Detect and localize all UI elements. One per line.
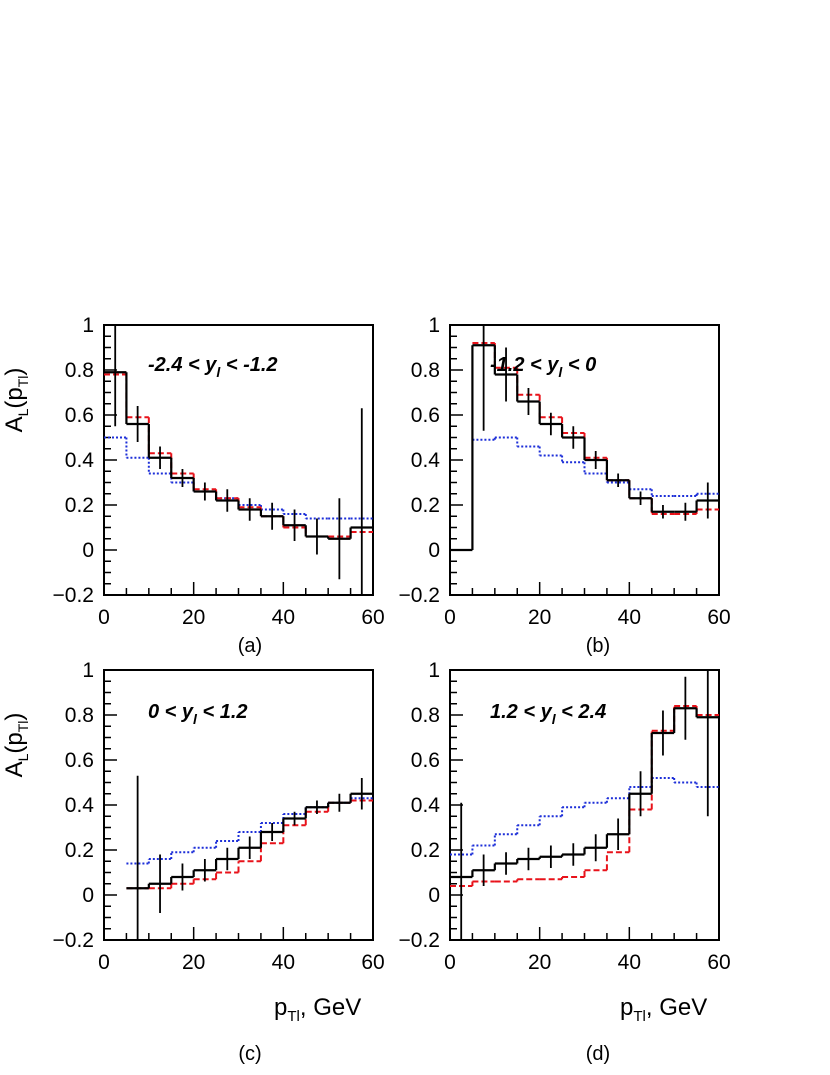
x-tick-label: 60 [361, 606, 384, 629]
x-tick-label: 0 [98, 606, 110, 629]
range-lo: 1.2 < y [490, 701, 553, 723]
x-tick-label: 40 [272, 951, 295, 974]
rapidity-range-label: -1.2 < yl < 0 [490, 354, 596, 380]
panel-1: −0.200.20.40.60.810 20 40 60-2.4 < yl < -1.… [1, 314, 385, 657]
panel-4: −0.200.20.40.60.810 20 40 601.2 < yl < 2.4p… [399, 659, 731, 1065]
y-tick-label: 1 [428, 659, 440, 682]
x-tick-label: 0 [444, 606, 456, 629]
x-tick-label: 60 [361, 951, 384, 974]
panel-2: −0.200.20.40.60.810 20 40 60-1.2 < yl < 0(b… [399, 314, 731, 657]
xlabel-main: p [620, 994, 633, 1021]
rapidity-range-label: -2.4 < yl < -1.2 [148, 354, 278, 380]
range-lo: -2.4 < y [148, 354, 217, 376]
x-tick-label: 40 [618, 951, 641, 974]
y-tick-label: 0.8 [411, 359, 440, 382]
rapidity-range-label: 1.2 < yl < 2.4 [490, 701, 606, 727]
ylabel-main: A [1, 416, 28, 432]
y-tick-label: −0.2 [53, 929, 94, 952]
y-tick-label: 0 [82, 539, 94, 562]
y-tick-label: 1 [428, 314, 440, 337]
range-lo: 0 < y [148, 701, 194, 723]
panel-tag: (c) [238, 1043, 261, 1065]
ylabel-sub2: Tl [15, 721, 31, 733]
y-tick-label: 0.4 [411, 794, 441, 817]
y-tick-label: 0 [82, 884, 94, 907]
y-tick-label: 0.2 [65, 839, 94, 862]
y-tick-label: 0 [428, 539, 440, 562]
ylabel-sub2: Tl [15, 376, 31, 388]
panel-tag: (d) [586, 1043, 610, 1065]
y-tick-label: −0.2 [399, 929, 440, 952]
x-tick-label: 0 [98, 951, 110, 974]
y-tick-label: 0.6 [411, 404, 440, 427]
ylabel-main: A [1, 761, 28, 777]
y-tick-label: 0.2 [411, 839, 440, 862]
ylabel-open: (p [1, 387, 28, 408]
ylabel-open: (p [1, 732, 28, 753]
panel-tag: (b) [586, 635, 610, 657]
xlabel-main: p [274, 994, 287, 1021]
x-axis-label: pTl, GeV [274, 994, 361, 1025]
x-tick-label: 20 [182, 606, 205, 629]
x-tick-label: 60 [707, 606, 730, 629]
xlabel-rest: , GeV [646, 994, 707, 1021]
y-tick-label: 0.6 [411, 749, 440, 772]
y-tick-label: 0 [428, 884, 440, 907]
range-hi: < 0 [562, 354, 596, 376]
range-hi: < -1.2 [220, 354, 277, 376]
y-tick-label: 0.2 [411, 494, 440, 517]
x-tick-label: 20 [528, 951, 551, 974]
xlabel-sub: Tl [287, 1008, 300, 1025]
y-tick-label: 0.8 [65, 359, 94, 382]
y-tick-label: 0.2 [65, 494, 94, 517]
y-tick-label: 1 [82, 314, 94, 337]
range-hi: < 2.4 [556, 701, 607, 723]
range-hi: < 1.2 [197, 701, 248, 723]
x-tick-label: 40 [272, 606, 295, 629]
y-tick-label: 0.6 [65, 404, 94, 427]
y-axis-label: AL(pTl) [1, 368, 31, 433]
y-tick-label: 0.4 [65, 449, 95, 472]
x-tick-label: 20 [182, 951, 205, 974]
x-tick-label: 60 [707, 951, 730, 974]
y-tick-label: 0.8 [411, 704, 440, 727]
x-axis-label: pTl, GeV [620, 994, 707, 1025]
y-tick-label: 0.4 [411, 449, 441, 472]
xlabel-rest: , GeV [300, 994, 361, 1021]
ylabel-close: ) [1, 368, 28, 376]
ylabel-sub1: L [15, 753, 31, 761]
y-tick-label: 0.8 [65, 704, 94, 727]
ylabel-sub1: L [15, 408, 31, 416]
rapidity-range-label: 0 < yl < 1.2 [148, 701, 248, 727]
x-tick-label: 40 [618, 606, 641, 629]
range-var-subscript: l [193, 711, 198, 727]
y-tick-label: −0.2 [53, 584, 94, 607]
panel-3: −0.200.20.40.60.810 20 40 600 < yl < 1.2AL(… [1, 659, 385, 1065]
range-var-subscript: l [216, 364, 221, 380]
range-var-subscript: l [552, 711, 557, 727]
y-axis-label: AL(pTl) [1, 713, 31, 778]
x-tick-label: 0 [444, 951, 456, 974]
ylabel-close: ) [1, 713, 28, 721]
y-tick-label: 0.4 [65, 794, 95, 817]
xlabel-sub: Tl [633, 1008, 646, 1025]
range-var-subscript: l [558, 364, 563, 380]
y-tick-label: 0.6 [65, 749, 94, 772]
range-lo: -1.2 < y [490, 354, 559, 376]
y-tick-label: 1 [82, 659, 94, 682]
panel-tag: (a) [238, 635, 262, 657]
y-tick-label: −0.2 [399, 584, 440, 607]
x-tick-label: 20 [528, 606, 551, 629]
